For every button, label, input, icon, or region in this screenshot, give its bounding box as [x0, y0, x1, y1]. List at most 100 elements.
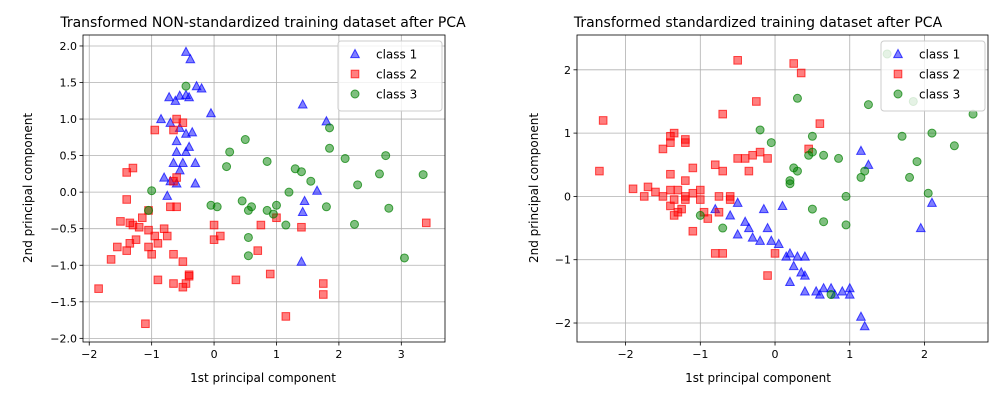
left-chart-title: Transformed NON-standardized training da… [59, 15, 466, 31]
left-class-3-point [384, 203, 394, 213]
left-class-3-point [325, 123, 335, 133]
left-x-tick-label: −1 [144, 348, 160, 361]
right-chart-xlabel: 1st principal component [685, 371, 831, 385]
left-class-2-point [265, 269, 275, 279]
right-class-1-point [799, 269, 811, 280]
left-class-2-point [134, 222, 144, 232]
left-class-2-point [116, 217, 125, 226]
right-class-1-point [855, 311, 867, 321]
left-class-2-point [169, 279, 178, 288]
right-legend-label-class-3: class 3 [919, 88, 960, 102]
left-class-3-point [237, 196, 247, 206]
left-class-2-point [178, 282, 188, 292]
left-class-3-point [240, 135, 250, 145]
left-class-3-point [144, 205, 154, 215]
right-class-2-point [696, 185, 705, 195]
left-class-2-point [162, 231, 172, 241]
right-class-2-point [755, 147, 765, 157]
right-class-2-point [639, 192, 649, 201]
right-class-3-point [923, 188, 933, 198]
right-class-2-point [651, 187, 660, 197]
left-class-1-point [191, 80, 202, 91]
left-class-2-point [281, 312, 291, 321]
right-class-2-point [595, 166, 604, 176]
left-class-3-point [262, 156, 272, 166]
right-class-2-point [752, 97, 761, 106]
right-class-2-point [748, 150, 757, 160]
left-class-2-point [122, 246, 131, 255]
left-class-3-point [306, 176, 316, 186]
right-class-3-point [785, 179, 795, 189]
right-class-2-point [688, 226, 698, 236]
left-class-2-point [144, 242, 153, 252]
left-y-tick-label: −1.0 [50, 259, 77, 272]
left-chart-panel: Transformed NON-standardized training da… [21, 15, 466, 385]
right-points [595, 49, 978, 331]
right-class-2-point [714, 207, 724, 217]
right-class-3-point [905, 172, 915, 182]
left-class-2-point [125, 239, 135, 248]
left-points [94, 46, 431, 329]
right-class-1-point [799, 285, 811, 296]
right-class-2-point [688, 163, 698, 173]
left-y-tick-label: −2.0 [50, 332, 77, 345]
right-class-2-point [598, 116, 608, 125]
right-class-3-point [841, 220, 851, 230]
right-class-2-point [666, 169, 675, 179]
right-class-3-point [807, 131, 817, 141]
right-class-3-point [807, 204, 817, 214]
right-class-3-point [755, 125, 765, 135]
right-class-2-point [669, 128, 679, 138]
right-class-1-point [926, 197, 938, 207]
left-class-2-point [137, 213, 147, 223]
right-class-1-point [792, 250, 803, 261]
left-class-1-point [297, 98, 308, 109]
left-class-2-point [159, 224, 169, 234]
right-class-2-point [763, 154, 772, 163]
right-class-2-point [718, 166, 728, 176]
right-class-2-point [688, 188, 698, 198]
right-class-3-point [860, 166, 870, 176]
right-class-3-point [826, 290, 836, 300]
right-x-tick-label: −1 [692, 348, 708, 361]
right-class-3-point [766, 138, 776, 148]
left-y-tick-label: 0.5 [60, 150, 78, 163]
left-class-1-point [299, 195, 310, 206]
left-y-tick-label: 1.0 [60, 113, 78, 126]
right-class-1-point [814, 288, 825, 299]
right-class-1-point [844, 288, 855, 299]
right-class-2-point [714, 192, 724, 201]
left-class-3-point [268, 209, 278, 219]
left-class-3-point [353, 180, 363, 190]
right-class-3-point [841, 191, 851, 201]
right-legend-box [880, 40, 986, 112]
left-class-1-point [177, 157, 188, 168]
left-class-2-point [122, 195, 131, 204]
left-y-tick-label: 1.5 [60, 77, 78, 90]
right-class-2-point [763, 271, 772, 280]
right-class-2-point [703, 214, 713, 223]
left-x-tick-label: 2 [335, 348, 342, 361]
right-class-2-point [789, 59, 799, 68]
right-y-tick-label: 1 [564, 127, 571, 140]
left-class-1-point [170, 95, 181, 105]
right-class-3-point [807, 147, 817, 157]
left-x-tick-label: −2 [81, 348, 97, 361]
right-class-1-point [743, 222, 755, 233]
right-class-2-point [666, 201, 675, 211]
right-x-tick-label: 1 [846, 348, 853, 361]
left-class-2-point [144, 225, 153, 235]
left-class-3-point [212, 202, 222, 212]
left-class-1-point [185, 53, 196, 64]
right-legend-marker-class-1 [892, 48, 904, 59]
left-class-2-point [178, 118, 188, 128]
left-class-1-point [155, 113, 167, 124]
right-legend: class 1 class 2 class 3 [880, 40, 986, 112]
right-class-2-point [628, 184, 638, 194]
right-class-1-point [740, 216, 751, 226]
left-class-2-point [150, 231, 160, 241]
right-class-3-point [834, 153, 844, 163]
right-class-2-point [770, 249, 780, 258]
left-class-1-point [297, 206, 308, 216]
